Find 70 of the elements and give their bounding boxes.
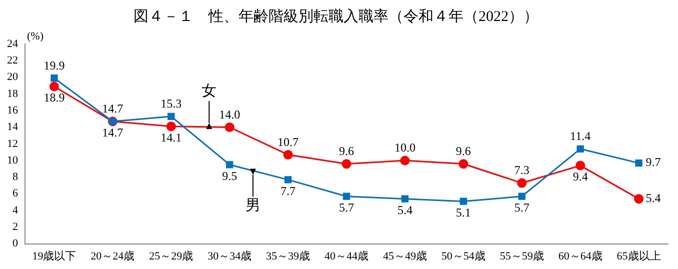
x-tick-label: 25～29歳: [149, 249, 194, 262]
data-label: 5.7: [339, 200, 354, 215]
y-tick-label: 4: [12, 204, 18, 216]
point: [635, 159, 642, 167]
point: [166, 122, 176, 132]
point: [224, 122, 234, 132]
y-tick-label: 6: [12, 188, 18, 200]
x-tick-label: 35～39歳: [266, 249, 310, 262]
chart-title: 図４－１ 性、年齢階級別転職入職率（令和４年（2022））: [134, 8, 538, 25]
series-label: 男: [245, 198, 260, 214]
point: [50, 74, 58, 82]
point: [49, 82, 59, 92]
y-tick-label: 12: [7, 138, 18, 150]
point: [401, 195, 409, 202]
point: [518, 192, 526, 200]
data-label: 9.6: [339, 144, 354, 158]
data-label: 5.1: [456, 206, 471, 220]
point: [634, 194, 644, 204]
y-tick-label: 0: [12, 238, 18, 250]
data-label: 9.4: [572, 170, 588, 184]
data-label: 9.7: [646, 155, 661, 170]
series-label: 女: [202, 82, 217, 100]
point: [342, 159, 352, 169]
point: [458, 159, 468, 169]
x-tick-label: 50～54歳: [441, 249, 486, 262]
data-label: 9.5: [222, 168, 238, 183]
point: [576, 145, 584, 152]
point: [283, 150, 293, 160]
point: [284, 176, 292, 184]
data-label: 5.7: [514, 200, 530, 215]
point: [342, 192, 350, 200]
data-label: 5.4: [397, 203, 412, 217]
data-label: 10.0: [394, 140, 416, 155]
x-tick-label: 20～24歳: [90, 249, 135, 262]
point: [168, 112, 175, 120]
data-label: 15.3: [160, 96, 182, 111]
x-tick-label: 65歳以上: [616, 249, 661, 262]
data-label: 10.7: [278, 134, 299, 149]
point: [517, 178, 527, 188]
data-label: 19.9: [44, 58, 65, 72]
y-tick-label: 20: [7, 71, 18, 84]
y-tick-label: 24: [7, 38, 18, 50]
x-tick-label: 19歳以下: [32, 249, 76, 262]
x-tick-label: 40～44歳: [324, 249, 368, 262]
y-tick-label: 8: [12, 171, 18, 184]
data-label: 14.0: [219, 107, 240, 122]
data-label: 11.4: [570, 129, 591, 144]
data-label: 7.7: [280, 184, 296, 198]
data-label: 14.7: [102, 102, 124, 116]
x-tick-label: 60～64歳: [558, 249, 602, 262]
data-label: 18.9: [44, 90, 65, 105]
data-label: 14.1: [160, 130, 182, 145]
data-label: 9.6: [456, 144, 471, 158]
data-label: 5.4: [646, 191, 661, 205]
y-tick-label: 18: [7, 88, 18, 100]
y-tick-label: 16: [7, 104, 18, 116]
point: [576, 160, 586, 170]
x-tick-label: 30～34歳: [208, 249, 252, 262]
point: [460, 198, 467, 205]
point: [226, 161, 234, 168]
data-label: 14.7: [102, 126, 124, 140]
y-tick-label: 22: [7, 54, 18, 67]
y-tick-label: 2: [12, 221, 18, 234]
y-tick-label: 14: [7, 121, 18, 134]
data-label: 7.3: [514, 163, 530, 178]
y-axis-title: (%): [27, 30, 44, 42]
y-tick-label: 10: [7, 154, 18, 166]
point: [400, 156, 410, 166]
x-tick-label: 55～59歳: [500, 249, 544, 262]
x-tick-label: 45～49歳: [382, 249, 427, 262]
